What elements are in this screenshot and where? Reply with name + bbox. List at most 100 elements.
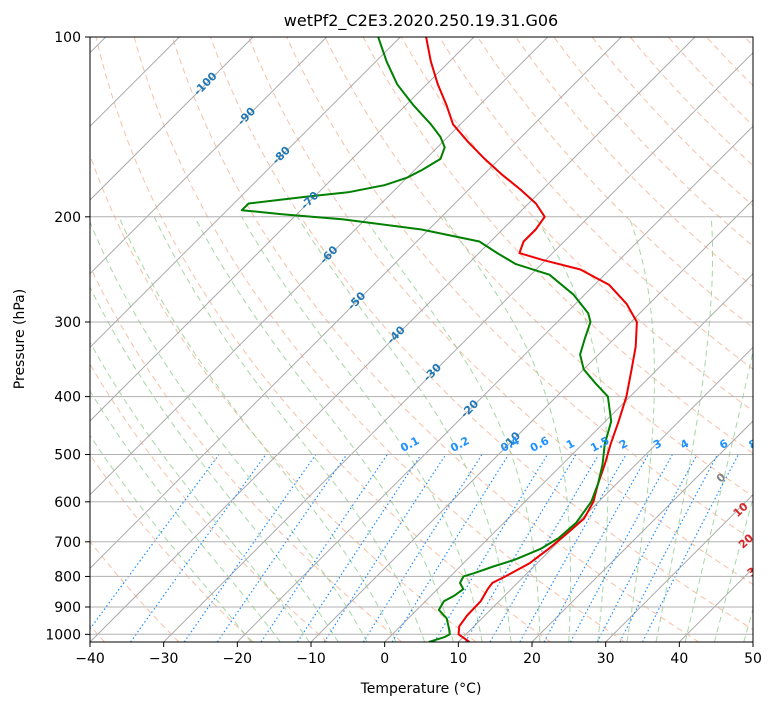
plot-frame bbox=[89, 36, 754, 643]
y-tick-label: 200 bbox=[54, 210, 81, 226]
moist-adiabat-line bbox=[655, 216, 713, 642]
moist-adiabat-line bbox=[153, 216, 426, 642]
mixing-ratio-line bbox=[464, 454, 577, 642]
y-tick-label: 600 bbox=[54, 495, 81, 511]
moist-adiabat-line bbox=[90, 286, 339, 642]
moist-adiabat-line bbox=[194, 216, 454, 642]
moist-adiabat-line bbox=[684, 349, 753, 642]
mixing-ratio-line bbox=[519, 454, 627, 642]
isotherm-line bbox=[90, 37, 696, 642]
temperature-line bbox=[425, 37, 638, 642]
mixing-ratio-line bbox=[433, 454, 549, 642]
isotherm-line bbox=[90, 37, 475, 422]
moist-adiabat-line bbox=[90, 220, 368, 642]
y-tick-label: 400 bbox=[54, 390, 81, 406]
dry-adiabat-line bbox=[248, 37, 753, 586]
dry-adiabat-line bbox=[706, 37, 753, 87]
mixing-ratio-line bbox=[296, 454, 422, 642]
mixing-ratio-label: 10 bbox=[765, 435, 775, 454]
moist-adiabat-line bbox=[90, 390, 281, 642]
x-tick-label: −40 bbox=[75, 651, 105, 667]
y-tick-label: 700 bbox=[54, 535, 81, 551]
y-tick-label: 900 bbox=[54, 600, 81, 616]
mixing-ratio-line bbox=[183, 454, 317, 642]
dry-adiabat-line bbox=[400, 37, 753, 412]
dry-adiabat-line bbox=[171, 37, 700, 642]
moist-adiabat-line bbox=[90, 341, 310, 642]
x-axis-label: Temperature (°C) bbox=[360, 681, 482, 697]
moist-adiabat-line bbox=[626, 216, 656, 642]
x-tick-label: 40 bbox=[670, 651, 688, 667]
isotherm-line bbox=[90, 37, 401, 349]
mixing-ratio-label: 6 bbox=[717, 437, 730, 452]
dry-adiabat-line bbox=[553, 37, 753, 247]
y-tick-label: 500 bbox=[54, 448, 81, 464]
moist-adiabat-label: 40 bbox=[750, 591, 770, 611]
moist-adiabat-line bbox=[363, 216, 541, 642]
y-tick-label: 100 bbox=[54, 30, 81, 46]
mixing-ratio-line bbox=[216, 454, 348, 642]
dry-adiabat-line bbox=[362, 37, 753, 455]
moist-adiabat-line bbox=[90, 434, 252, 642]
x-tick-label: 0 bbox=[380, 651, 389, 667]
isotherm-line bbox=[384, 272, 753, 642]
y-axis: 100 200 300 400 500 600 700 800 900 1000 bbox=[45, 30, 90, 643]
moist-adiabat-line bbox=[296, 216, 512, 642]
isotherm-line bbox=[310, 199, 753, 642]
background-lines bbox=[90, 37, 753, 642]
y-tick-label: 300 bbox=[54, 315, 81, 331]
isoline-labels: -100-90-80-70-60-50-40-30-20-100.1 0.2 0.4… bbox=[191, 69, 775, 611]
x-axis: −40 −30 −20 −10 0 10 20 30 40 50 bbox=[75, 642, 762, 667]
dry-adiabat-line bbox=[438, 37, 753, 370]
mixing-ratio-line bbox=[596, 454, 698, 642]
dry-adiabat-line bbox=[515, 37, 753, 288]
isotherm-line bbox=[90, 37, 549, 496]
x-tick-label: 30 bbox=[597, 651, 615, 667]
isotherm-line bbox=[236, 125, 753, 642]
isotherm-line bbox=[163, 51, 753, 642]
mixing-ratio-label: 8 bbox=[747, 437, 760, 452]
dry-adiabat-line bbox=[591, 37, 753, 207]
x-tick-label: −30 bbox=[149, 651, 179, 667]
moist-adiabat-line bbox=[743, 607, 753, 642]
dry-adiabat-line bbox=[324, 37, 753, 498]
dry-adiabat-line bbox=[668, 37, 753, 127]
dry-adiabat-line bbox=[133, 37, 625, 642]
isotherm-line bbox=[678, 567, 753, 642]
mixing-ratio-label: 1 bbox=[564, 437, 577, 452]
x-tick-label: 10 bbox=[449, 651, 467, 667]
x-tick-label: 50 bbox=[744, 651, 762, 667]
pressure-gridlines bbox=[90, 37, 753, 635]
dry-adiabat-line bbox=[95, 37, 551, 642]
dry-adiabat-line bbox=[90, 153, 477, 642]
mixing-ratio-line bbox=[130, 454, 267, 642]
mixing-ratio-line bbox=[90, 454, 220, 630]
moist-adiabat-line bbox=[443, 216, 571, 642]
x-tick-label: −10 bbox=[296, 651, 326, 667]
x-tick-label: −20 bbox=[223, 651, 253, 667]
mixing-ratio-label: 0.1 bbox=[398, 434, 421, 455]
moist-adiabat-line bbox=[118, 216, 397, 642]
dry-adiabat-line bbox=[477, 37, 753, 329]
dry-adiabat-line bbox=[744, 37, 753, 47]
isotherm-line bbox=[90, 37, 328, 275]
mixing-ratio-label: 0.6 bbox=[528, 434, 552, 455]
x-tick-label: 20 bbox=[523, 651, 541, 667]
mixing-ratio-label: 0.2 bbox=[448, 434, 471, 455]
moist-adiabat-label: 30 bbox=[745, 559, 765, 579]
mixing-ratio-line bbox=[260, 454, 388, 642]
isotherm-line bbox=[90, 37, 622, 570]
isotherm-line bbox=[90, 37, 254, 201]
moist-adiabat-label: 10 bbox=[731, 500, 751, 520]
isotherm-line bbox=[531, 420, 753, 642]
mixing-ratio-label: 4 bbox=[678, 437, 691, 452]
isotherm-line bbox=[457, 346, 753, 642]
mixing-ratio-line bbox=[362, 454, 483, 642]
mixing-ratio-line bbox=[619, 454, 719, 642]
mixing-ratio-line bbox=[489, 454, 600, 642]
dry-adiabat-line bbox=[90, 453, 254, 642]
mixing-ratio-line bbox=[323, 454, 447, 642]
dry-adiabat-line bbox=[90, 265, 403, 642]
dry-adiabat-line bbox=[90, 363, 328, 642]
